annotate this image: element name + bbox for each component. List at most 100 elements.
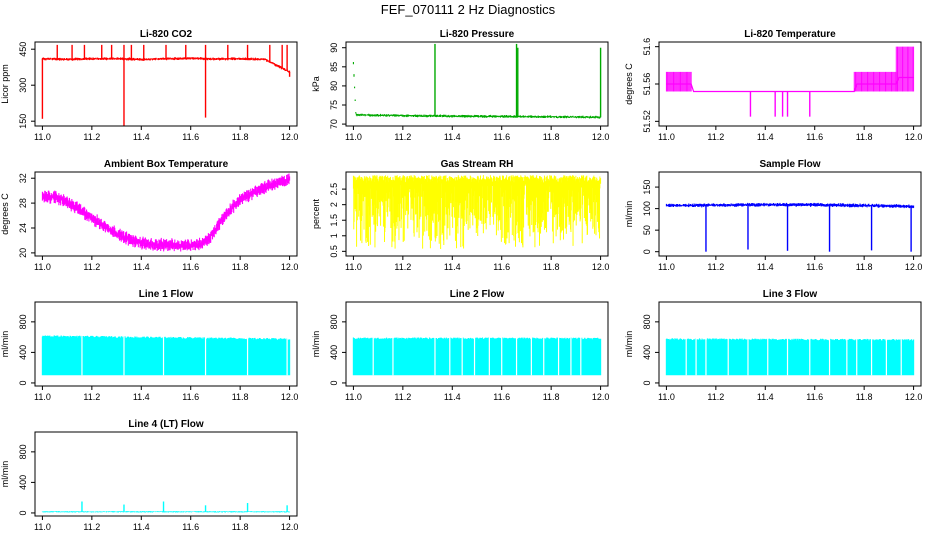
x-tick-label-rh: 12.0 [592,262,610,272]
x-tick-label-sample: 11.8 [856,262,873,272]
panel-press: Li-820 Pressure kPa 11.0 11.2 11.4 11.6 11.8 12… [311,29,609,142]
x-tick-label-co2: 11.4 [133,132,150,142]
x-tick-label-sample: 11.4 [757,262,774,272]
panel-title-line1: Line 1 Flow [139,289,194,300]
y-tick-label-rh: 1.5 [329,214,339,227]
x-axis-rh: 11.0 11.2 11.4 11.6 11.8 12.0 [345,256,609,272]
panel-line2: Line 2 Flow ml/min 11.0 11.2 11.4 11.6 11.8 12.… [311,289,609,402]
x-axis-line2: 11.0 11.2 11.4 11.6 11.8 12.0 [345,386,609,402]
x-tick-label-line1: 11.2 [83,392,100,402]
x-tick-label-ambient: 11.4 [133,262,150,272]
x-tick-label-press: 12.0 [592,132,610,142]
y-tick-label-press: 85 [329,62,339,72]
panel-title-sample: Sample Flow [759,159,820,170]
y-tick-label-co2: 450 [18,42,28,57]
series-line1 [41,335,291,376]
x-tick-label-line2: 11.2 [394,392,411,402]
x-tick-label-ambient: 11.6 [182,262,199,272]
x-tick-label-temp: 11.8 [856,132,873,142]
panel-title-line3: Line 3 Flow [763,289,818,300]
x-tick-label-temp: 11.4 [757,132,774,142]
y-tick-label-line1: 0 [18,380,28,385]
x-tick-label-line1: 11.8 [232,392,249,402]
x-axis-sample: 11.0 11.2 11.4 11.6 11.8 12.0 [658,256,922,272]
x-tick-label-sample: 12.0 [905,262,923,272]
y-axis-label-sample: ml/min [624,201,634,228]
y-axis-rh: 0.5 1 1.5 2 2.5 [329,183,346,258]
series-line2 [352,337,602,376]
panel-ambient: Ambient Box Temperature degrees C 11.0 11.2… [0,159,298,272]
y-tick-label-line4: 0 [18,510,28,515]
x-tick-label-temp: 11.6 [806,132,823,142]
y-tick-label-rh: 2.5 [329,183,339,196]
panel-sample: Sample Flow ml/min 11.0 11.2 11.4 11.6 11.8 12.… [624,159,922,272]
y-tick-label-co2: 150 [18,114,28,129]
y-axis-label-temp: degrees C [624,63,634,105]
x-tick-label-ambient: 11.8 [232,262,249,272]
y-tick-label-line1: 400 [18,345,28,360]
series-band-press [352,61,602,119]
series-line4 [41,501,291,513]
x-tick-label-line4: 12.0 [281,522,299,532]
x-tick-label-sample: 11.0 [658,262,675,272]
series-sample [665,202,915,252]
y-axis-label-line4: ml/min [0,461,10,488]
x-axis-line1: 11.0 11.2 11.4 11.6 11.8 12.0 [34,386,298,402]
oscillation-temp [853,71,897,92]
x-tick-label-press: 11.6 [493,132,510,142]
panel-title-line4: Line 4 (LT) Flow [128,419,204,430]
y-tick-label-sample: 50 [642,225,652,235]
y-tick-label-line2: 400 [329,345,339,360]
x-tick-label-line2: 11.6 [493,392,510,402]
panel-title-press: Li-820 Pressure [440,29,515,40]
y-tick-label-press: 90 [329,43,339,53]
y-tick-label-line3: 0 [642,380,652,385]
plot-frame-ambient [34,171,298,257]
plot-frame-rh [345,171,609,257]
x-tick-label-line3: 11.2 [707,392,724,402]
x-tick-label-press: 11.8 [543,132,560,142]
series-band-rh [352,175,602,249]
x-tick-label-line4: 11.0 [34,522,51,532]
oscillation-temp [665,71,692,92]
series-band-sample [665,202,915,209]
x-tick-label-co2: 12.0 [281,132,299,142]
panel-line4: Line 4 (LT) Flow ml/min 11.0 11.2 11.4 11.6 11… [0,419,298,532]
y-tick-label-temp: 51.52 [642,110,652,133]
y-tick-label-ambient: 28 [18,198,28,208]
y-tick-label-rh: 1 [329,233,339,238]
x-axis-line3: 11.0 11.2 11.4 11.6 11.8 12.0 [658,386,922,402]
x-tick-label-rh: 11.4 [444,262,461,272]
y-axis-ambient: 20 24 28 32 [18,173,35,258]
y-tick-label-line2: 0 [329,380,339,385]
x-tick-label-line2: 11.4 [444,392,461,402]
x-axis-temp: 11.0 11.2 11.4 11.6 11.8 12.0 [658,126,922,142]
x-tick-label-line4: 11.6 [182,522,199,532]
x-tick-label-line1: 12.0 [281,392,299,402]
y-axis-co2: 150 300 450 [18,42,35,129]
series-line-temp [666,76,914,93]
x-tick-label-line2: 12.0 [592,392,610,402]
x-tick-label-line3: 11.0 [658,392,675,402]
x-axis-press: 11.0 11.2 11.4 11.6 11.8 12.0 [345,126,609,142]
y-axis-line3: 0 400 800 [642,314,659,385]
series-band-line3 [665,338,915,376]
x-tick-label-line3: 11.8 [856,392,873,402]
plot-frame-line2 [345,301,609,387]
y-tick-label-ambient: 24 [18,223,28,233]
series-press [352,43,602,119]
x-tick-label-press: 11.4 [444,132,461,142]
x-tick-label-line3: 12.0 [905,392,923,402]
plot-frame-sample [658,171,922,257]
x-axis-line4: 11.0 11.2 11.4 11.6 11.8 12.0 [34,516,298,532]
series-band-line2 [352,337,602,376]
x-tick-label-line2: 11.8 [543,392,560,402]
panel-line1: Line 1 Flow ml/min 11.0 11.2 11.4 11.6 11.8 12.… [0,289,298,402]
y-tick-label-temp: 51.6 [642,38,652,56]
y-tick-label-line2: 800 [329,314,339,329]
x-tick-label-ambient: 11.0 [34,262,51,272]
x-tick-label-co2: 11.2 [83,132,100,142]
panel-rh: Gas Stream RH percent 11.0 11.2 11.4 11.6 11.8… [311,159,609,272]
